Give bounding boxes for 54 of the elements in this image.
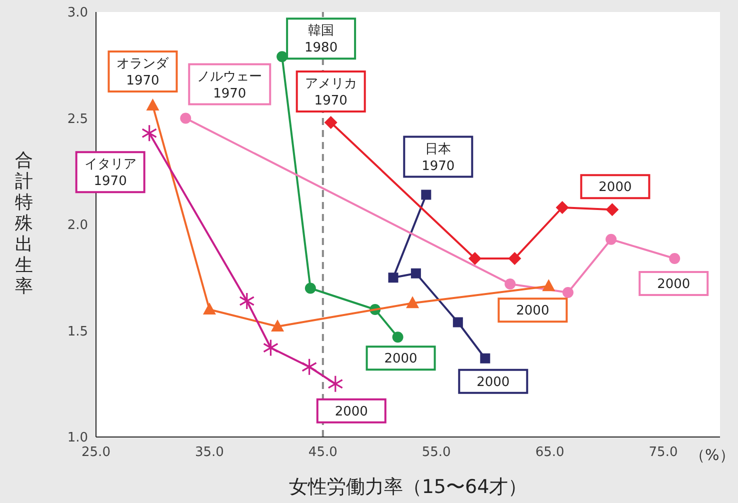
point [504, 278, 516, 290]
annotation: 韓国 1980 [304, 24, 338, 56]
x-tick-label: 75.0 [648, 445, 678, 460]
point [468, 252, 482, 265]
point [480, 353, 490, 364]
x-tick-label: 65.0 [535, 445, 564, 460]
point [421, 190, 432, 200]
point [276, 51, 288, 62]
point [562, 287, 574, 298]
annotation: 2000 [516, 304, 550, 319]
annotation: 2000 [334, 404, 368, 420]
point [606, 234, 617, 245]
point [146, 98, 160, 110]
x-tick-label: 35.0 [194, 445, 224, 460]
point [271, 320, 284, 332]
point [669, 253, 680, 264]
x-tick-label: 45.0 [308, 445, 338, 460]
point [452, 317, 463, 328]
point [392, 332, 404, 343]
x-tick-label: 55.0 [422, 445, 451, 460]
point [508, 252, 522, 265]
y-tick-label: 2.5 [67, 112, 88, 127]
point [180, 112, 192, 124]
point [328, 375, 344, 393]
point [542, 279, 556, 292]
point [239, 292, 255, 310]
point [324, 116, 338, 129]
annotation: イタリア 1970 [84, 157, 136, 190]
point [202, 302, 216, 314]
x-axis-title: 女性労働力率（15〜64才） [288, 475, 528, 500]
point [606, 203, 619, 216]
annotation: 日本 1970 [422, 142, 455, 174]
point [388, 272, 398, 283]
point [406, 296, 420, 308]
annotation: 2000 [657, 277, 690, 292]
annotation: 2000 [598, 180, 632, 196]
point [142, 124, 158, 142]
point [304, 282, 316, 294]
point [410, 268, 421, 278]
text: （%） [690, 446, 734, 465]
y-tick-label: 1.5 [67, 324, 88, 340]
point [262, 338, 278, 357]
annotation: オランダ 1970 [116, 56, 170, 88]
annotation: ノルウェー 1970 [197, 69, 262, 102]
x-tick-label: 25.0 [82, 445, 110, 460]
annotation: アメリカ 1970 [304, 76, 357, 108]
y-tick-label: 1.0 [67, 430, 88, 446]
y-axis-title: 合計特殊出生率 [14, 150, 34, 297]
point [556, 201, 569, 214]
y-tick-label: 2.0 [67, 218, 88, 234]
annotation: 2000 [384, 352, 418, 367]
y-tick-label: 3.0 [67, 6, 88, 21]
point [302, 358, 318, 376]
annotation: 2000 [476, 374, 510, 390]
